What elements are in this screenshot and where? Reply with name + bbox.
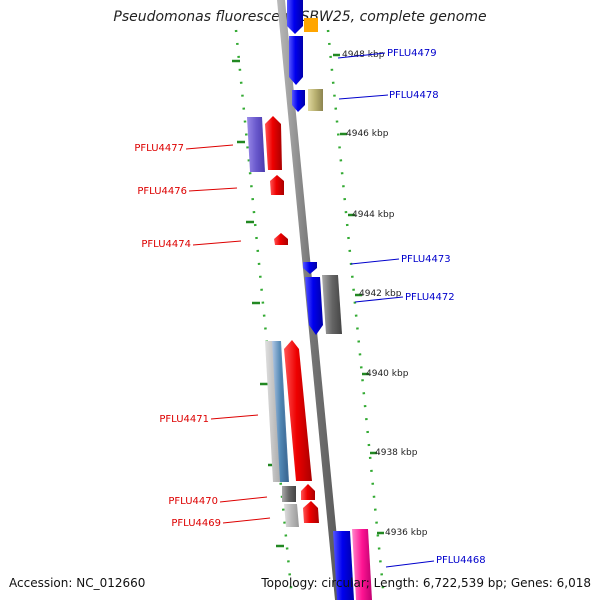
forward-label-leaders: [337, 52, 435, 568]
forward-strand-genes[interactable]: [287, 0, 372, 600]
tick-label: 4936 kbp: [385, 528, 428, 538]
gene-label-pflu4469[interactable]: PFLU4469: [171, 518, 221, 529]
accession-label: Accession: NC_012660: [9, 576, 146, 590]
gene-label-pflu4471[interactable]: PFLU4471: [159, 414, 209, 425]
reverse-label-leaders: [185, 144, 271, 524]
inner-dotted-guide: [234, 29, 294, 599]
gene-arrow[interactable]: [305, 277, 323, 335]
gene-arrow[interactable]: [333, 531, 354, 600]
gene-label-pflu4478[interactable]: PFLU4478: [389, 90, 439, 101]
gene-label-pflu4477[interactable]: PFLU4477: [134, 143, 184, 154]
gene-arrow[interactable]: [303, 262, 317, 274]
scale-tick-marks: [333, 53, 384, 535]
gene-label-pflu4476[interactable]: PFLU4476: [137, 186, 187, 197]
gene-label-pflu4473[interactable]: PFLU4473: [401, 254, 451, 265]
gene-label-pflu4468[interactable]: PFLU4468: [436, 555, 486, 566]
gene-arrow[interactable]: [265, 116, 282, 170]
genome-info-label: Topology: circular; Length: 6,722,539 bp…: [261, 576, 591, 590]
gene-arrow[interactable]: [274, 233, 288, 245]
gene-block[interactable]: [308, 89, 323, 111]
gene-block[interactable]: [284, 504, 299, 527]
tick-label: 4940 kbp: [366, 369, 409, 379]
reverse-strand-genes[interactable]: [247, 116, 319, 527]
gene-arrow[interactable]: [303, 501, 319, 523]
tick-label: 4938 kbp: [375, 448, 418, 458]
gene-block[interactable]: [304, 18, 318, 32]
gene-block[interactable]: [322, 275, 342, 334]
gene-label-pflu4472[interactable]: PFLU4472: [405, 292, 455, 303]
tick-label: 4942 kbp: [359, 289, 402, 299]
gene-arrow[interactable]: [270, 175, 284, 195]
gene-label-pflu4470[interactable]: PFLU4470: [168, 496, 218, 507]
tick-label: 4944 kbp: [352, 210, 395, 220]
gene-arrow[interactable]: [289, 36, 303, 85]
gene-block[interactable]: [272, 341, 289, 482]
gene-arrow[interactable]: [287, 0, 303, 34]
gene-block[interactable]: [282, 486, 296, 502]
gene-label-pflu4474[interactable]: PFLU4474: [141, 239, 191, 250]
inner-guide-ticks: [232, 59, 284, 548]
forward-gene-labels[interactable]: PFLU4479 PFLU4478 PFLU4473 PFLU4472 PFLU…: [387, 48, 486, 566]
gene-arrow[interactable]: [301, 484, 315, 500]
gene-block[interactable]: [247, 117, 265, 172]
gene-arrow[interactable]: [292, 90, 305, 112]
gene-block[interactable]: [352, 529, 372, 600]
gene-label-pflu4479[interactable]: PFLU4479: [387, 48, 437, 59]
tick-label: 4946 kbp: [346, 129, 389, 139]
reverse-gene-labels[interactable]: PFLU4477 PFLU4476 PFLU4474 PFLU4471 PFLU…: [134, 143, 221, 529]
gene-arrow[interactable]: [284, 340, 312, 481]
